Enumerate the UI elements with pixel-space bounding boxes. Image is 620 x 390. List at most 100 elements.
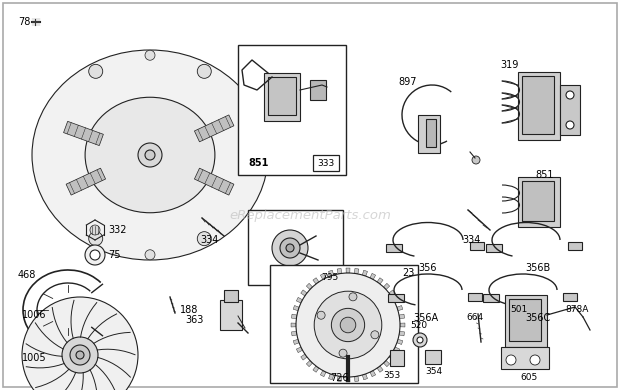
Polygon shape xyxy=(337,376,342,381)
Text: 356B: 356B xyxy=(525,263,551,273)
Circle shape xyxy=(145,50,155,60)
Polygon shape xyxy=(306,283,312,289)
Polygon shape xyxy=(291,314,297,319)
Circle shape xyxy=(70,345,90,365)
Polygon shape xyxy=(346,268,350,273)
Circle shape xyxy=(62,337,98,373)
Circle shape xyxy=(296,273,400,377)
Text: 664: 664 xyxy=(466,314,483,323)
Text: 332: 332 xyxy=(108,225,126,235)
Polygon shape xyxy=(293,339,299,344)
Bar xyxy=(317,270,343,286)
Polygon shape xyxy=(397,339,403,344)
Text: 356C: 356C xyxy=(525,313,551,323)
Polygon shape xyxy=(383,360,390,367)
Circle shape xyxy=(197,232,211,246)
Circle shape xyxy=(417,337,423,343)
Polygon shape xyxy=(370,273,376,280)
Circle shape xyxy=(85,245,105,265)
Text: 363: 363 xyxy=(185,315,203,325)
Text: 1006: 1006 xyxy=(22,310,46,320)
Text: 897: 897 xyxy=(398,77,417,87)
FancyBboxPatch shape xyxy=(195,115,234,142)
Text: 334: 334 xyxy=(462,235,480,245)
Circle shape xyxy=(331,308,365,342)
Circle shape xyxy=(145,250,155,260)
Circle shape xyxy=(89,232,103,246)
Bar xyxy=(313,155,339,171)
Ellipse shape xyxy=(85,97,215,213)
Bar xyxy=(238,45,346,175)
Text: 605: 605 xyxy=(520,374,538,383)
Bar xyxy=(418,115,440,153)
Polygon shape xyxy=(355,268,359,274)
Text: 795: 795 xyxy=(321,273,339,282)
Circle shape xyxy=(90,225,100,235)
Bar xyxy=(563,293,577,301)
Circle shape xyxy=(314,291,382,359)
Polygon shape xyxy=(389,290,396,296)
Polygon shape xyxy=(355,376,359,381)
Circle shape xyxy=(76,351,84,359)
Polygon shape xyxy=(313,278,319,284)
Polygon shape xyxy=(346,377,350,382)
Polygon shape xyxy=(321,273,326,280)
Polygon shape xyxy=(399,332,405,336)
Text: 334: 334 xyxy=(200,235,218,245)
Polygon shape xyxy=(329,374,334,380)
Text: 354: 354 xyxy=(425,367,442,376)
Bar xyxy=(483,294,499,302)
Polygon shape xyxy=(394,347,400,353)
Bar xyxy=(568,242,582,250)
Polygon shape xyxy=(383,283,390,289)
Circle shape xyxy=(530,355,540,365)
Circle shape xyxy=(272,230,308,266)
Bar xyxy=(426,119,436,147)
Polygon shape xyxy=(296,347,303,353)
Bar xyxy=(220,300,242,330)
Text: 75: 75 xyxy=(108,250,120,260)
Text: 23: 23 xyxy=(402,268,414,278)
Circle shape xyxy=(145,150,155,160)
Polygon shape xyxy=(399,314,405,319)
Text: 188: 188 xyxy=(180,305,198,315)
Text: 851: 851 xyxy=(535,170,554,180)
FancyBboxPatch shape xyxy=(66,168,105,195)
Bar xyxy=(386,244,402,252)
Bar xyxy=(268,77,296,115)
Polygon shape xyxy=(321,370,326,377)
Circle shape xyxy=(339,349,347,357)
Circle shape xyxy=(317,311,325,319)
FancyBboxPatch shape xyxy=(195,168,234,195)
Text: 356: 356 xyxy=(418,263,436,273)
Bar xyxy=(310,80,326,100)
Text: eReplacementParts.com: eReplacementParts.com xyxy=(229,209,391,222)
Circle shape xyxy=(286,244,294,252)
Text: 468: 468 xyxy=(18,270,37,280)
Polygon shape xyxy=(362,374,368,380)
Circle shape xyxy=(413,333,427,347)
Polygon shape xyxy=(306,360,312,367)
Polygon shape xyxy=(291,332,297,336)
Bar xyxy=(486,244,502,252)
Polygon shape xyxy=(400,323,405,327)
Polygon shape xyxy=(301,290,307,296)
Circle shape xyxy=(22,297,138,390)
Text: 333: 333 xyxy=(317,158,335,167)
Text: 878A: 878A xyxy=(565,305,588,314)
Bar xyxy=(390,350,404,366)
Polygon shape xyxy=(337,268,342,274)
Text: 726: 726 xyxy=(330,373,348,383)
Bar xyxy=(468,293,482,301)
FancyBboxPatch shape xyxy=(64,121,104,145)
Circle shape xyxy=(197,64,211,78)
Polygon shape xyxy=(370,370,376,377)
Text: 356A: 356A xyxy=(413,313,438,323)
Bar xyxy=(470,242,484,250)
Bar xyxy=(224,290,238,302)
Text: 78: 78 xyxy=(18,17,30,27)
Bar xyxy=(518,72,560,140)
Polygon shape xyxy=(397,305,403,311)
Bar xyxy=(248,210,343,285)
Bar xyxy=(270,265,418,383)
